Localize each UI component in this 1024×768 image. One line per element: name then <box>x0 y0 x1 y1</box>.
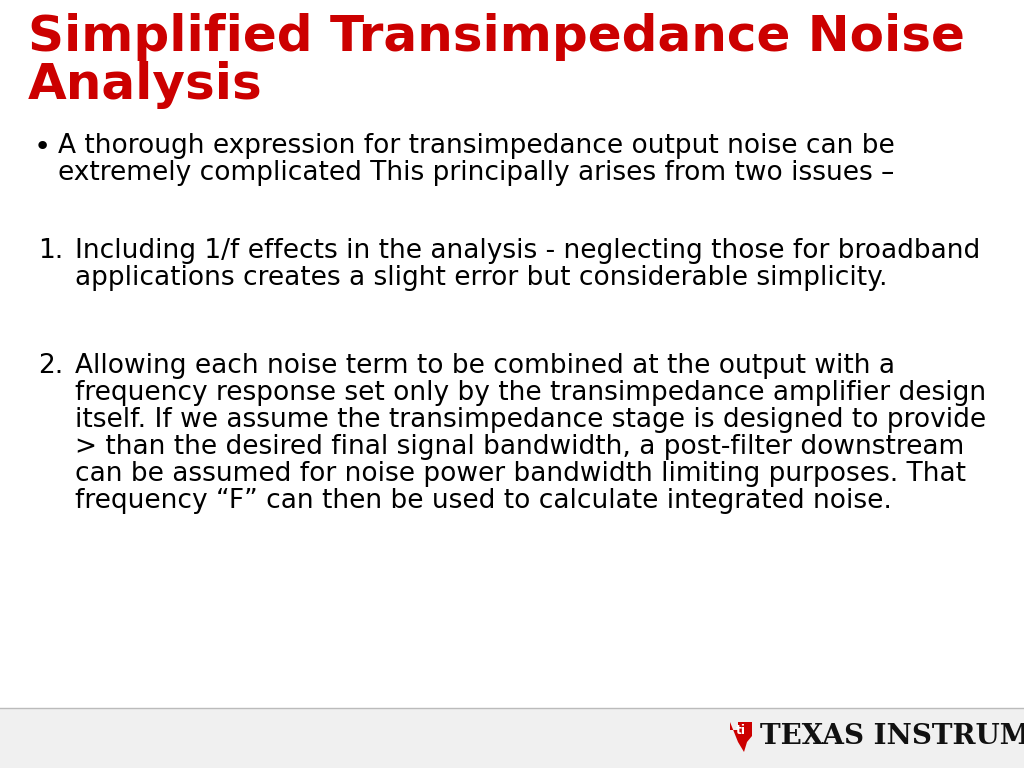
Text: applications creates a slight error but considerable simplicity.: applications creates a slight error but … <box>75 265 888 291</box>
Text: can be assumed for noise power bandwidth limiting purposes. That: can be assumed for noise power bandwidth… <box>75 461 966 487</box>
Text: Simplified Transimpedance Noise: Simplified Transimpedance Noise <box>28 13 965 61</box>
Text: > than the desired final signal bandwidth, a post-filter downstream: > than the desired final signal bandwidt… <box>75 434 965 460</box>
Text: extremely complicated This principally arises from two issues –: extremely complicated This principally a… <box>58 160 894 186</box>
Text: Allowing each noise term to be combined at the output with a: Allowing each noise term to be combined … <box>75 353 895 379</box>
Text: 1.: 1. <box>38 238 63 264</box>
Polygon shape <box>730 722 752 752</box>
Text: itself. If we assume the transimpedance stage is designed to provide: itself. If we assume the transimpedance … <box>75 407 986 433</box>
Text: A thorough expression for transimpedance output noise can be: A thorough expression for transimpedance… <box>58 133 895 159</box>
Text: •: • <box>34 133 51 161</box>
Text: 2.: 2. <box>38 353 63 379</box>
Text: Including 1/f effects in the analysis - neglecting those for broadband: Including 1/f effects in the analysis - … <box>75 238 980 264</box>
Text: TEXAS INSTRUMENTS: TEXAS INSTRUMENTS <box>760 723 1024 750</box>
Text: ti: ti <box>736 723 746 737</box>
Text: frequency response set only by the transimpedance amplifier design: frequency response set only by the trans… <box>75 380 986 406</box>
Text: frequency “F” can then be used to calculate integrated noise.: frequency “F” can then be used to calcul… <box>75 488 892 514</box>
Text: Analysis: Analysis <box>28 61 263 109</box>
Bar <box>0 708 1024 768</box>
